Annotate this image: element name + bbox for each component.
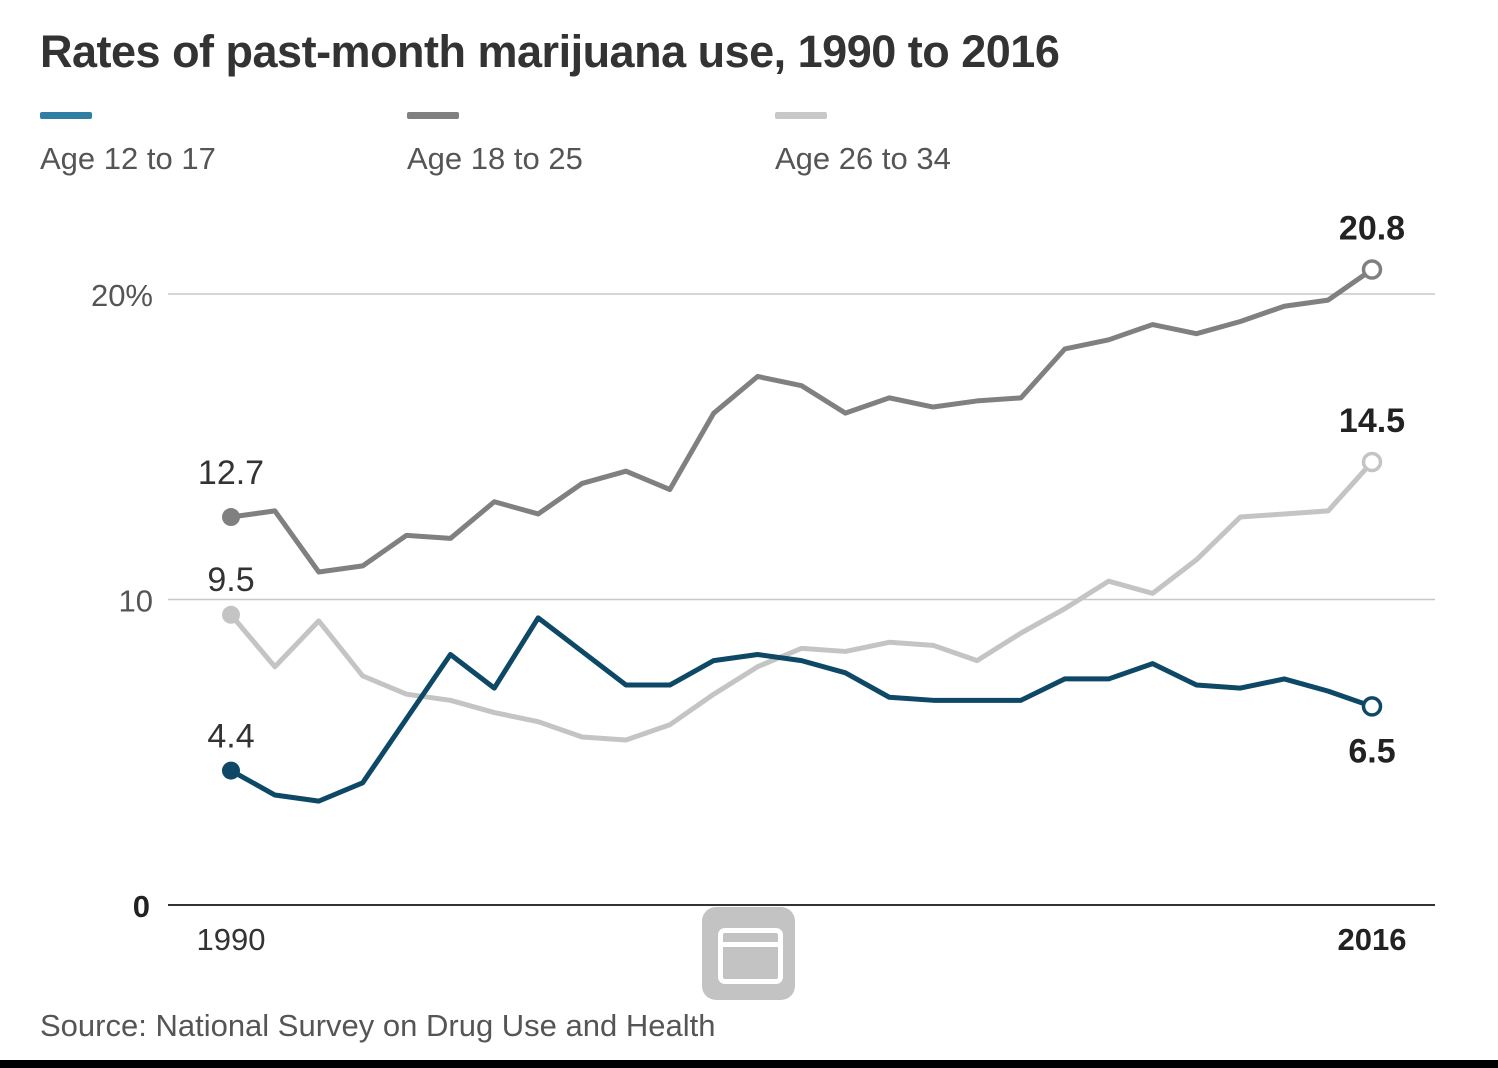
source-note: Source: National Survey on Drug Use and …: [40, 1008, 716, 1043]
series-start-marker: [222, 508, 240, 527]
end-value-label: 14.5: [1339, 402, 1405, 440]
series-end-marker: [1361, 259, 1383, 280]
legend-label: Age 26 to 34: [775, 141, 951, 176]
legend-label: Age 18 to 25: [407, 141, 583, 176]
window-icon: [718, 928, 783, 984]
window-overlay-button[interactable]: [702, 907, 795, 1000]
start-value-label: 9.5: [207, 561, 254, 599]
end-value-label: 6.5: [1348, 732, 1395, 770]
series-line-1: [229, 615, 1373, 804]
series-start-marker: [222, 761, 240, 780]
series-start-marker: [222, 605, 240, 624]
y-tick-label: 10: [119, 584, 153, 619]
y-tick-label: 20%: [91, 278, 153, 313]
bottom-bar: [0, 1060, 1498, 1068]
chart-title: Rates of past-month marijuana use, 1990 …: [40, 26, 1060, 77]
legend-item-age-26-34: Age 26 to 34: [775, 112, 951, 177]
legend-swatch: [407, 112, 459, 119]
legend-swatch: [775, 112, 827, 119]
start-value-label: 12.7: [198, 454, 264, 492]
legend-swatch: [40, 112, 92, 119]
series-line-3: [229, 460, 1374, 743]
legend-label: Age 12 to 17: [40, 141, 216, 176]
end-value-label: 20.8: [1339, 210, 1405, 248]
series-end-marker: [1361, 451, 1383, 473]
start-value-label: 4.4: [207, 718, 254, 756]
y-tick-label: 0: [133, 889, 150, 924]
x-tick-label: 1990: [197, 922, 266, 957]
legend-item-age-12-17: Age 12 to 17: [40, 112, 216, 177]
series-end-marker: [1361, 696, 1383, 717]
x-tick-label: 2016: [1338, 922, 1407, 957]
series-line-2: [230, 267, 1374, 575]
legend-item-age-18-25: Age 18 to 25: [407, 112, 583, 177]
window-icon-bar: [718, 942, 783, 947]
